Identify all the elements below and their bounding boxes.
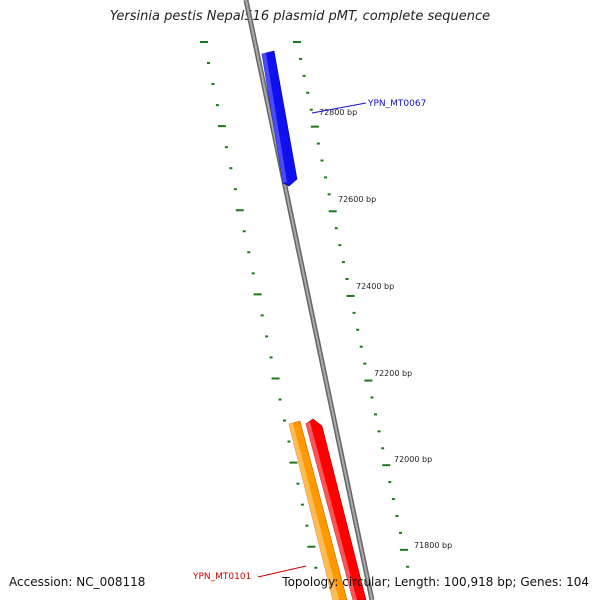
ruler-label: 72400 bp <box>356 282 394 291</box>
ruler-label: 72200 bp <box>374 369 412 378</box>
gene-arrow-orange-shade <box>289 423 339 600</box>
ruler-label: 72600 bp <box>338 195 376 204</box>
topology-text: Topology: circular; Length: 100,918 bp; … <box>282 575 589 589</box>
ruler-label: 72800 bp <box>319 108 357 117</box>
page-title: Yersinia pestis Nepal516 plasmid pMT, co… <box>109 9 491 24</box>
gene-label-ypn-mt0067[interactable]: YPN_MT0067 <box>367 99 426 109</box>
ruler-label: 71800 bp <box>414 541 452 550</box>
gene-label-ypn-mt0101[interactable]: YPN_MT0101 <box>192 572 251 582</box>
gene-arrow-ypn-mt0101-shade <box>306 422 357 600</box>
plasmid-backbone-highlight <box>245 0 373 600</box>
outer-tick-track <box>293 41 410 568</box>
inner-tick-track <box>200 41 318 569</box>
ruler-label: 72000 bp <box>394 455 432 464</box>
accession-text: Accession: NC_008118 <box>9 575 146 589</box>
gene-label-leader-ypn-mt0067 <box>311 102 367 114</box>
gene-arrow-ypn-mt0067-shade <box>262 53 287 183</box>
gene-label-leader-ypn-mt0101 <box>257 565 307 578</box>
